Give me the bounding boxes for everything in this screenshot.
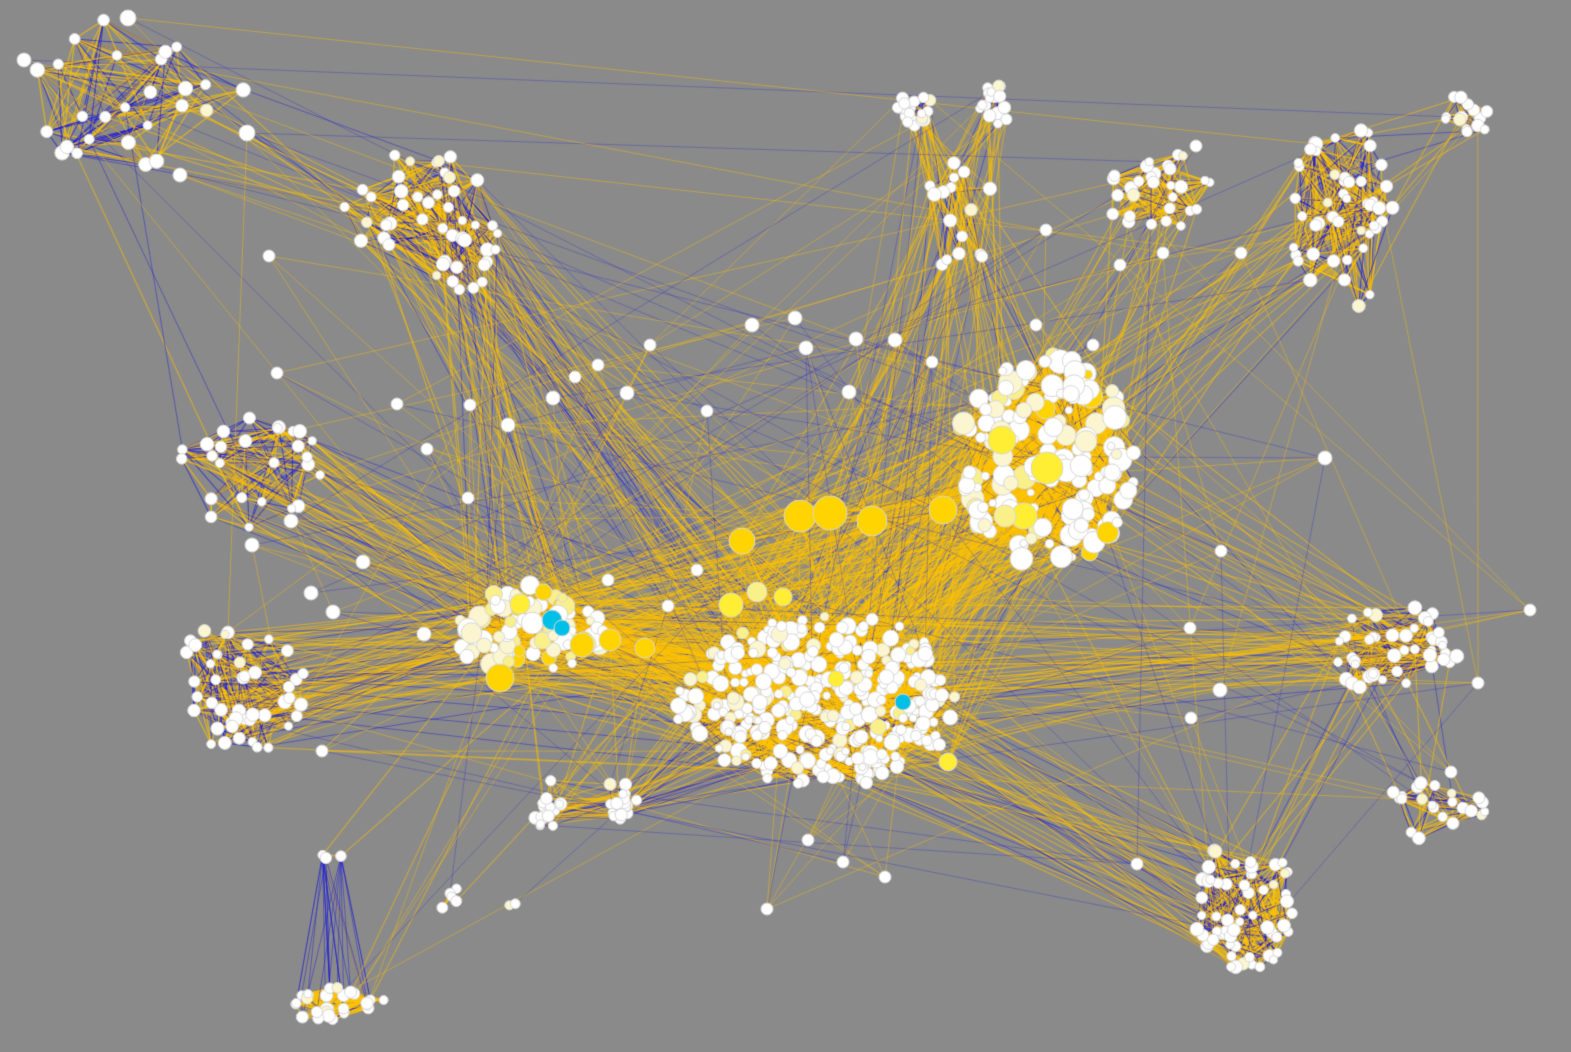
graph-canvas[interactable] [0,0,1571,1052]
network-graph-visualization [0,0,1571,1052]
